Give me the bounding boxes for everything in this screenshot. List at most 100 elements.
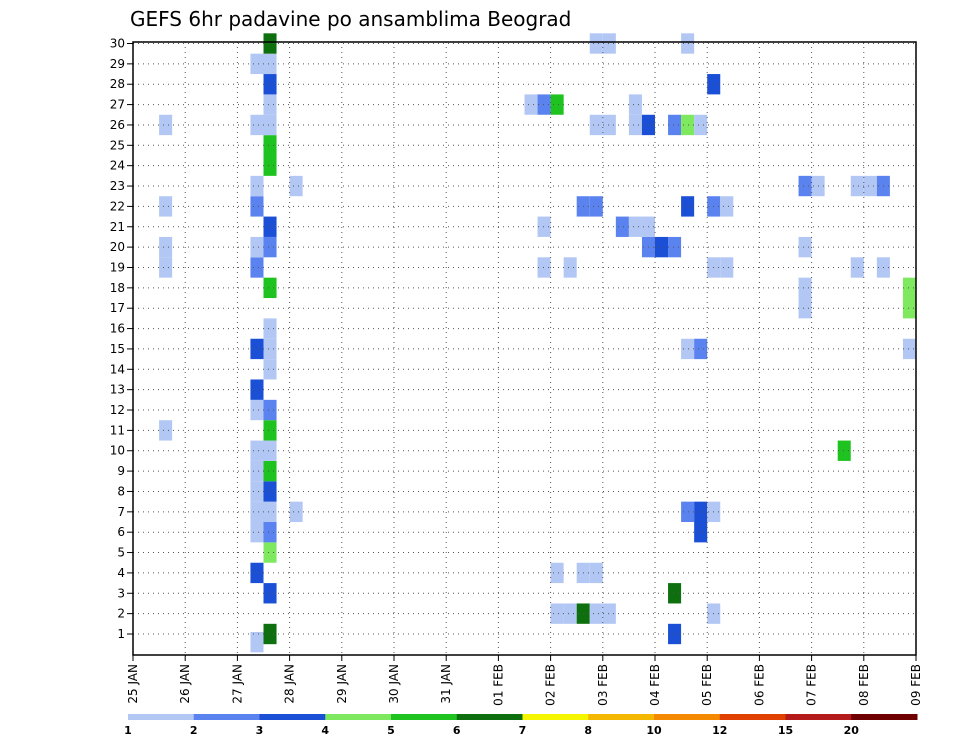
precip-cell	[159, 236, 173, 258]
x-tick-label: 08 FEB	[857, 664, 871, 706]
precip-cell	[250, 399, 264, 421]
precip-cell	[250, 379, 264, 400]
legend-swatch	[259, 714, 326, 720]
precip-cell	[263, 420, 277, 441]
legend-label: 5	[387, 724, 395, 737]
y-tick-label: 12	[110, 403, 125, 417]
color-legend: 1 2 3 4 5 6 7 8 10 12 15 20	[124, 714, 918, 737]
x-tick-label: 26 JAN	[178, 664, 192, 704]
precip-cell	[263, 155, 277, 176]
precip-cell	[589, 562, 603, 584]
y-tick-label: 25	[110, 138, 125, 152]
x-tick-label: 29 JAN	[335, 664, 349, 704]
precip-cell	[694, 501, 708, 523]
precip-cell	[263, 74, 277, 95]
x-tick-label: 07 FEB	[805, 664, 819, 706]
precip-cell	[550, 562, 564, 584]
precip-cell	[798, 298, 812, 319]
precip-cell	[837, 440, 851, 461]
precip-cell	[263, 522, 277, 543]
precip-cell	[602, 603, 616, 624]
precip-cell	[798, 175, 812, 197]
y-tick-label: 13	[110, 383, 125, 397]
legend-label: 7	[519, 724, 527, 737]
precip-cell	[250, 175, 264, 197]
precip-cell	[798, 277, 812, 299]
legend-label: 8	[584, 724, 592, 737]
precip-cell	[668, 583, 682, 604]
precip-cell	[589, 196, 603, 217]
x-tick-label: 06 FEB	[752, 664, 766, 706]
y-tick-label: 23	[110, 179, 125, 193]
precip-cell	[720, 196, 734, 217]
precip-cell	[263, 33, 277, 54]
precip-cell	[263, 338, 277, 360]
legend-swatch	[391, 714, 458, 720]
precip-cell	[550, 94, 564, 115]
precip-cell	[263, 501, 277, 523]
legend-label: 2	[190, 724, 198, 737]
y-tick-label: 28	[110, 77, 125, 91]
y-tick-label: 14	[110, 362, 125, 376]
precip-cell	[263, 623, 277, 645]
precip-cell	[668, 114, 682, 136]
y-tick-label: 29	[110, 57, 125, 71]
precip-cell	[263, 53, 277, 75]
precip-cell	[563, 257, 577, 278]
y-axis: 1234567891011121314151617181920212223242…	[110, 37, 133, 641]
precip-cell	[263, 236, 277, 258]
legend-label: 20	[844, 724, 860, 737]
y-tick-label: 5	[117, 546, 125, 560]
precip-cell	[563, 603, 577, 624]
legend-label: 12	[712, 724, 727, 737]
x-tick-label: 02 FEB	[544, 664, 558, 706]
precip-cell	[694, 114, 708, 136]
precip-cell	[589, 33, 603, 54]
x-axis: 25 JAN 26 JAN 27 JAN 28 JAN 29 JAN 30 JAN 31 J…	[126, 655, 923, 706]
precip-cell	[537, 257, 551, 278]
precip-cell	[289, 501, 303, 523]
precip-cell	[655, 236, 669, 258]
precip-cell	[250, 257, 264, 278]
precip-cell	[250, 501, 264, 523]
y-tick-label: 9	[117, 464, 125, 478]
y-tick-label: 11	[110, 423, 125, 437]
precip-cell	[850, 257, 864, 278]
x-tick-label: 28 JAN	[283, 664, 297, 704]
y-tick-label: 6	[117, 525, 125, 539]
y-tick-label: 30	[110, 37, 125, 51]
legend-swatch	[128, 714, 195, 720]
x-tick-label: 01 FEB	[491, 664, 505, 706]
precip-cell	[589, 114, 603, 136]
x-tick-label: 09 FEB	[909, 664, 923, 706]
precip-cell	[628, 94, 642, 115]
precip-cell	[524, 94, 538, 115]
x-tick-label: 30 JAN	[387, 664, 401, 704]
precip-cell	[250, 481, 264, 502]
precip-cell	[263, 359, 277, 380]
precip-cell	[798, 236, 812, 258]
y-tick-label: 21	[110, 220, 125, 234]
precip-cell	[263, 216, 277, 237]
precip-cell	[720, 257, 734, 278]
precip-cell	[159, 196, 173, 217]
x-tick-label: 03 FEB	[596, 664, 610, 706]
legend-swatch	[325, 714, 392, 720]
precip-cell	[250, 522, 264, 543]
y-tick-label: 19	[110, 260, 125, 274]
precip-cell	[668, 623, 682, 645]
precip-cell	[902, 338, 916, 360]
precip-cell	[863, 175, 877, 197]
precip-cell	[615, 216, 629, 237]
precip-cell	[250, 562, 264, 584]
legend-swatch	[785, 714, 852, 720]
y-tick-label: 20	[110, 240, 125, 254]
precip-cell	[263, 318, 277, 339]
precip-cell	[263, 583, 277, 604]
precip-cell	[263, 440, 277, 461]
precip-cell	[602, 33, 616, 54]
precip-cell	[628, 216, 642, 237]
precip-cell	[694, 522, 708, 543]
precip-cell	[250, 114, 264, 136]
